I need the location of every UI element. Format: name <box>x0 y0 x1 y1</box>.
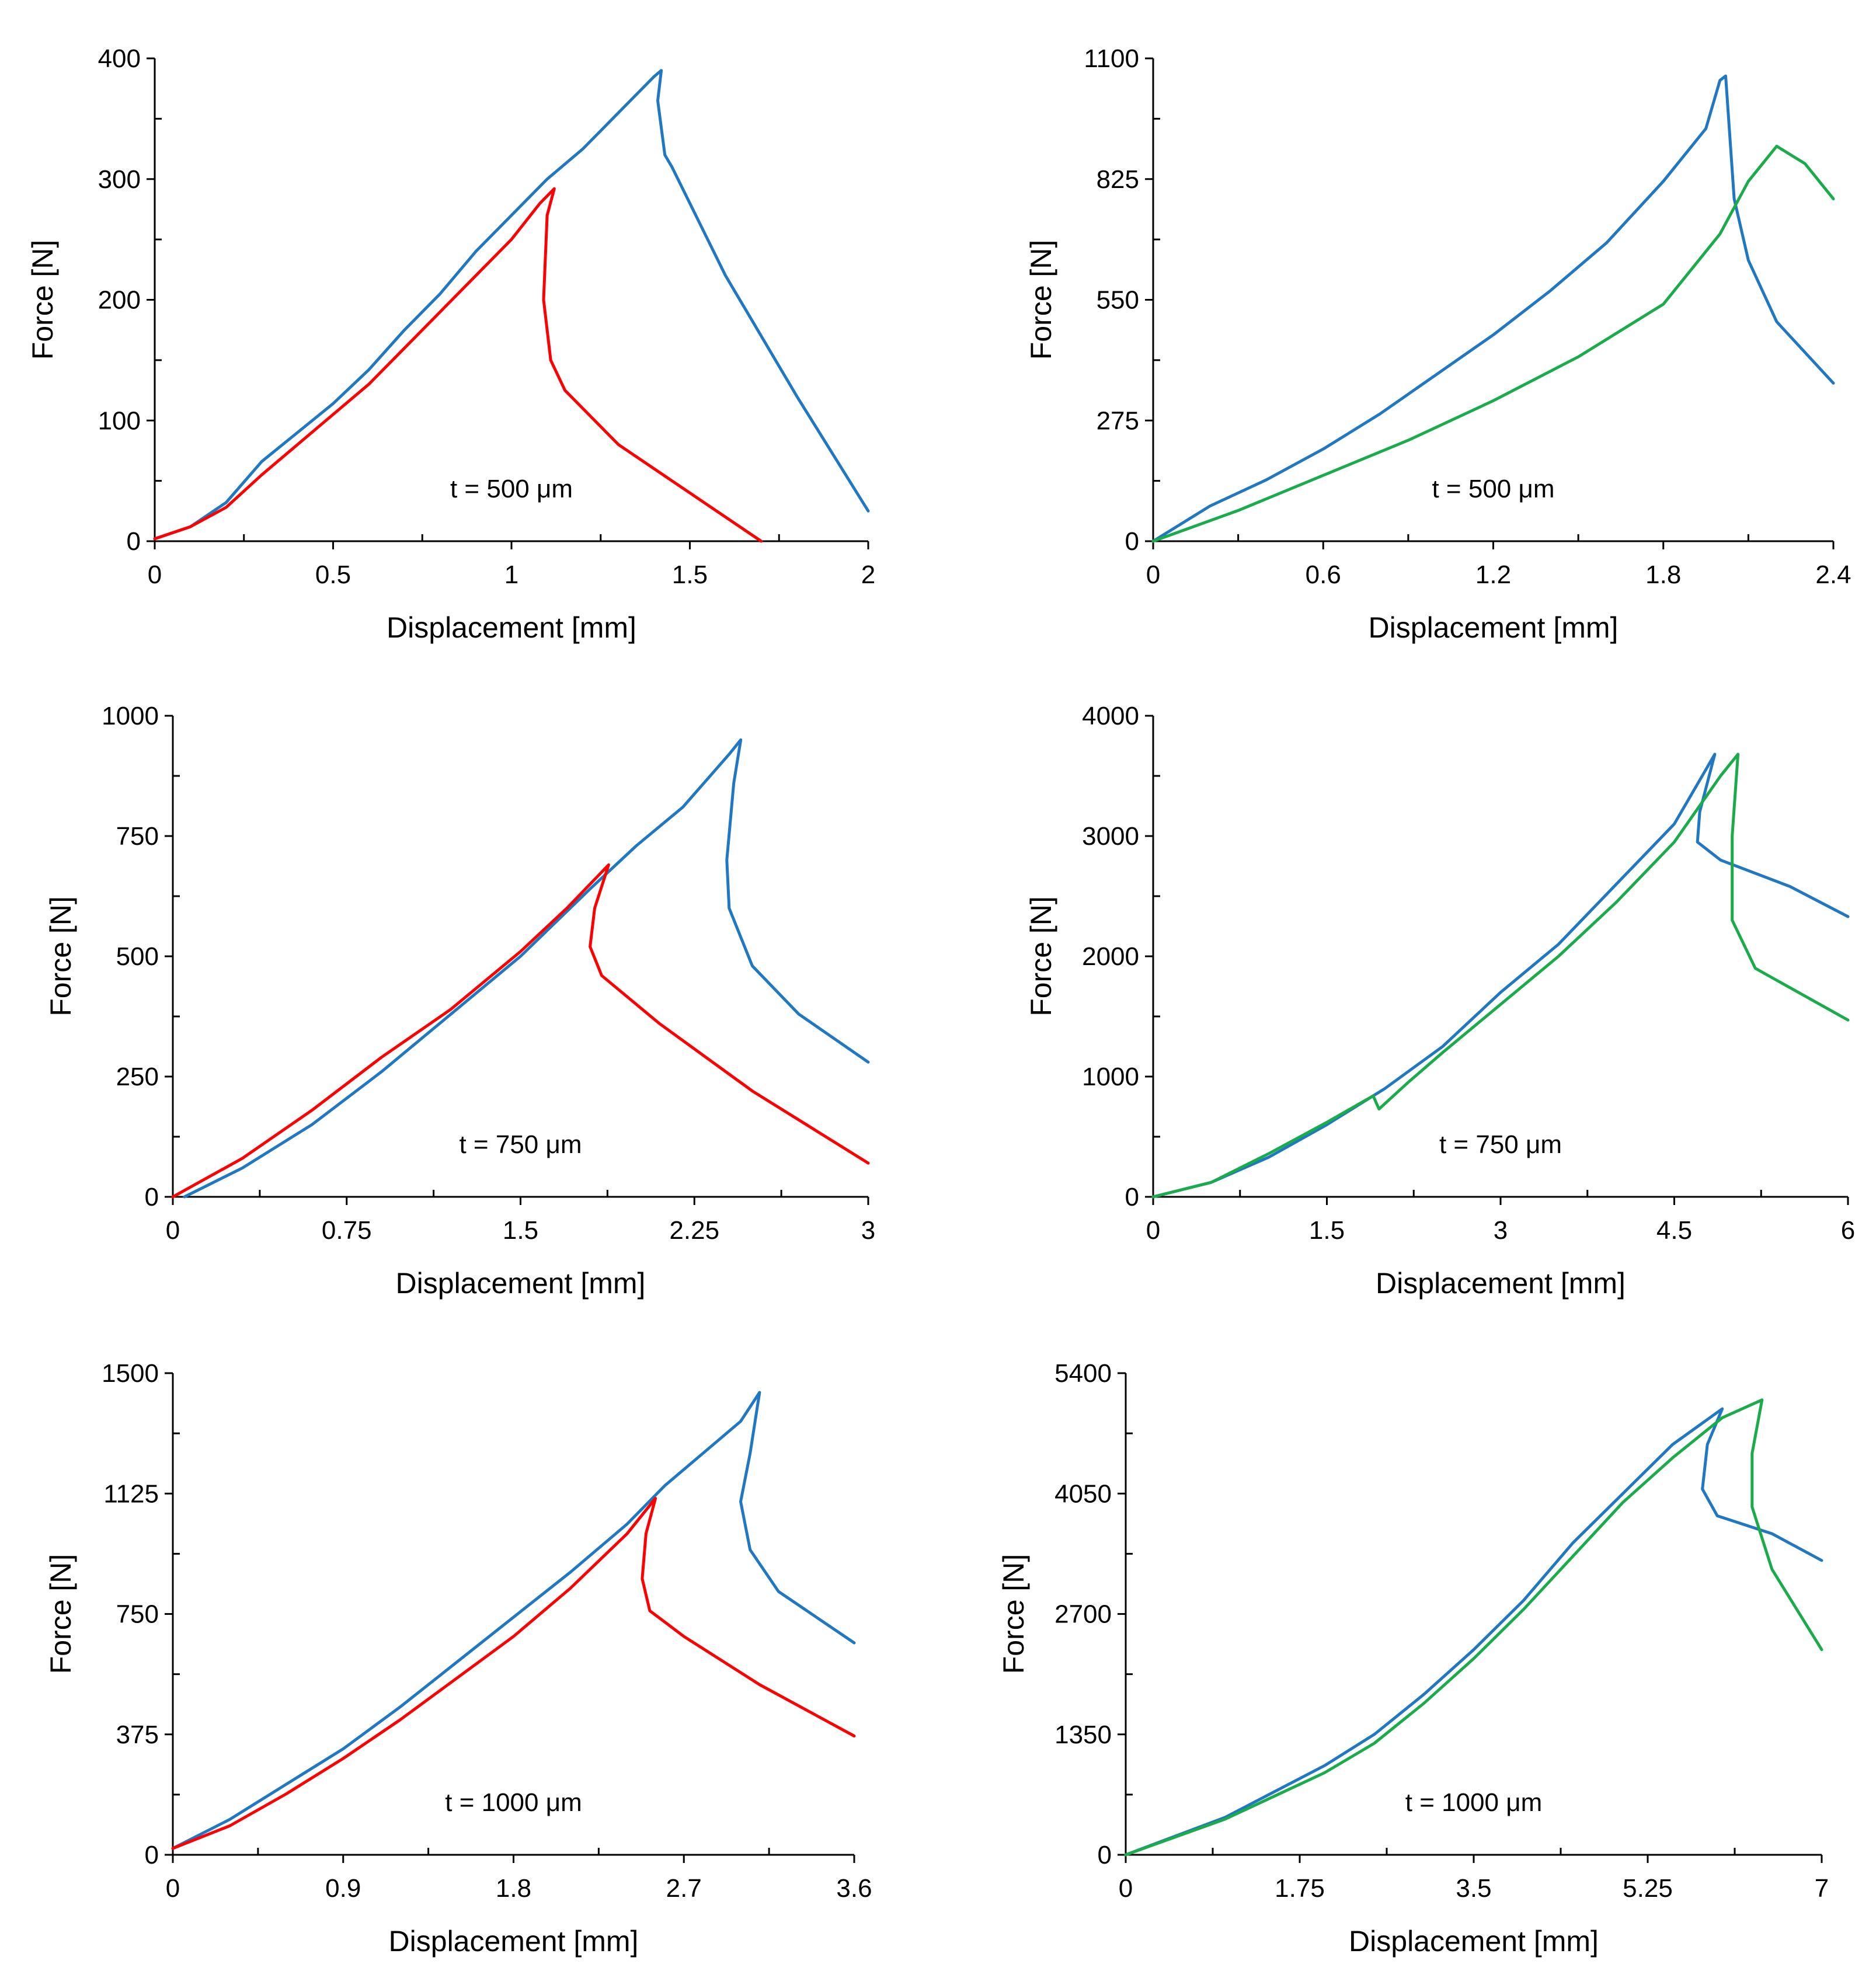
thickness-annotation: t = 500 μm <box>450 475 573 503</box>
x-tick-label: 2.4 <box>1815 560 1851 589</box>
chart-panel-4: 0 1000 2000 3000 4000 0 1.5 3 4.5 6 Displacement [… <box>1025 702 1855 1300</box>
series-line-red <box>171 863 870 1199</box>
x-tick-label: 0 <box>166 1216 180 1245</box>
x-tick-label: 0.5 <box>315 560 351 589</box>
x-axis-title: Displacement [mm] <box>396 1267 646 1300</box>
y-tick-label: 375 <box>116 1721 159 1749</box>
y-tick-label: 825 <box>1097 165 1139 194</box>
series-line-blue <box>1151 74 1835 543</box>
x-tick-label: 0.9 <box>325 1874 361 1903</box>
x-tick-label: 0 <box>1119 1874 1133 1903</box>
series-line-blue <box>1124 1407 1823 1857</box>
y-tick-label: 1500 <box>102 1359 159 1388</box>
y-axis-title: Force [N] <box>1025 240 1057 360</box>
series-line-green <box>1151 144 1835 543</box>
x-tick-label: 4.5 <box>1656 1216 1692 1245</box>
x-tick-label: 0 <box>148 560 162 589</box>
x-tick-label: 2.25 <box>669 1216 719 1245</box>
series-line-blue <box>153 69 870 541</box>
series-line-blue <box>171 1391 856 1850</box>
x-tick-label: 1.8 <box>496 1874 531 1903</box>
y-tick-label: 4000 <box>1082 702 1139 730</box>
x-tick-label: 0.75 <box>322 1216 372 1245</box>
y-tick-label: 750 <box>116 1600 159 1629</box>
y-tick-label: 0 <box>145 1183 159 1211</box>
y-tick-label: 750 <box>116 822 159 851</box>
y-tick-label: 0 <box>1125 527 1139 556</box>
y-tick-label: 0 <box>1125 1183 1139 1211</box>
x-axis-title: Displacement [mm] <box>387 611 636 644</box>
x-tick-label: 7 <box>1815 1874 1829 1903</box>
thickness-annotation: t = 750 μm <box>1439 1130 1562 1159</box>
x-axis-title: Displacement [mm] <box>1349 1925 1599 1958</box>
x-tick-label: 2 <box>861 560 875 589</box>
y-tick-label: 250 <box>116 1063 159 1091</box>
y-axis-title: Force [N] <box>44 1554 77 1674</box>
y-tick-label: 400 <box>98 44 141 73</box>
y-tick-label: 2700 <box>1054 1600 1112 1629</box>
y-tick-label: 3000 <box>1082 822 1139 851</box>
y-tick-label: 1100 <box>1084 44 1139 73</box>
thickness-annotation: t = 1000 μm <box>1405 1788 1542 1817</box>
x-tick-label: 6 <box>1841 1216 1855 1245</box>
chart-panel-3: 0 250 500 750 1000 0 0.75 1.5 2.25 3 Displacement … <box>44 702 875 1300</box>
chart-panel-2: 0 275 550 825 1100 0 0.6 1.2 1.8 2.4 Displacement … <box>1025 44 1851 644</box>
chart-panel-1: 0 100 200 300 400 0 0.5 1 1.5 2 Displacement [mm] F… <box>26 44 875 644</box>
thickness-annotation: t = 1000 μm <box>445 1788 582 1817</box>
thickness-annotation: t = 500 μm <box>1432 475 1554 503</box>
y-tick-label: 5400 <box>1054 1359 1112 1388</box>
y-tick-label: 1000 <box>102 702 159 730</box>
y-tick-label: 275 <box>1097 406 1139 435</box>
x-tick-label: 1.5 <box>1309 1216 1345 1245</box>
chart-panel-6: 0 1350 2700 4050 5400 0 1.75 3.5 5.25 7 Displaceme… <box>997 1359 1829 1958</box>
y-axis-title: Force [N] <box>44 896 77 1016</box>
x-axis-title: Displacement [mm] <box>1369 611 1619 644</box>
x-tick-label: 1.5 <box>672 560 708 589</box>
y-tick-label: 500 <box>116 942 159 971</box>
y-axis-title: Force [N] <box>997 1554 1030 1674</box>
x-tick-label: 1 <box>504 560 518 589</box>
y-tick-label: 0 <box>145 1841 159 1869</box>
series-line-green <box>1124 1398 1823 1857</box>
x-tick-label: 0.6 <box>1306 560 1341 589</box>
series-line-blue <box>183 738 870 1199</box>
x-tick-label: 1.2 <box>1475 560 1511 589</box>
x-tick-label: 2.7 <box>666 1874 702 1903</box>
y-tick-label: 1125 <box>103 1479 159 1508</box>
y-tick-label: 300 <box>98 165 141 194</box>
x-tick-label: 1.5 <box>503 1216 538 1245</box>
x-axis-title: Displacement [mm] <box>389 1925 639 1958</box>
chart-panel-5: 0 375 750 1125 1500 0 0.9 1.8 2.7 3.6 Displacement… <box>44 1359 872 1958</box>
y-tick-label: 1350 <box>1054 1721 1112 1749</box>
x-tick-label: 0 <box>1146 560 1160 589</box>
y-tick-label: 0 <box>127 527 141 556</box>
x-tick-label: 3 <box>1494 1216 1508 1245</box>
x-tick-label: 0 <box>1146 1216 1160 1245</box>
y-tick-label: 1000 <box>1082 1063 1139 1091</box>
series-line-red <box>171 1497 856 1850</box>
series-line-blue <box>1151 753 1850 1199</box>
x-tick-label: 3.5 <box>1456 1874 1491 1903</box>
y-tick-label: 0 <box>1098 1841 1112 1869</box>
x-tick-label: 1.8 <box>1645 560 1681 589</box>
x-tick-label: 1.75 <box>1275 1874 1325 1903</box>
y-tick-label: 100 <box>98 406 141 435</box>
x-axis-title: Displacement [mm] <box>1376 1267 1626 1300</box>
x-tick-label: 0 <box>166 1874 180 1903</box>
y-tick-label: 2000 <box>1082 942 1139 971</box>
x-tick-label: 5.25 <box>1623 1874 1673 1903</box>
y-axis-title: Force [N] <box>1025 896 1057 1016</box>
x-tick-label: 3 <box>861 1216 875 1245</box>
thickness-annotation: t = 750 μm <box>459 1130 582 1159</box>
y-tick-label: 550 <box>1097 286 1139 315</box>
y-tick-label: 200 <box>98 286 141 315</box>
series-line-green <box>1151 753 1850 1199</box>
x-tick-label: 3.6 <box>836 1874 872 1903</box>
y-axis-title: Force [N] <box>26 240 59 360</box>
y-tick-label: 4050 <box>1054 1479 1112 1508</box>
series-line-red <box>153 187 763 543</box>
